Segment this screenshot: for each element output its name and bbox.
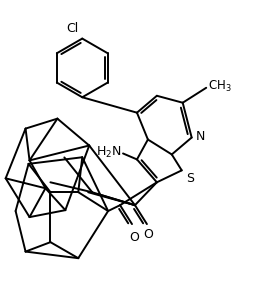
Text: H$_2$N: H$_2$N: [96, 145, 122, 160]
Text: CH$_3$: CH$_3$: [208, 79, 232, 94]
Text: Cl: Cl: [66, 21, 78, 35]
Text: N: N: [196, 130, 205, 143]
Text: O: O: [129, 231, 139, 244]
Text: S: S: [186, 172, 194, 185]
Text: O: O: [143, 228, 153, 241]
